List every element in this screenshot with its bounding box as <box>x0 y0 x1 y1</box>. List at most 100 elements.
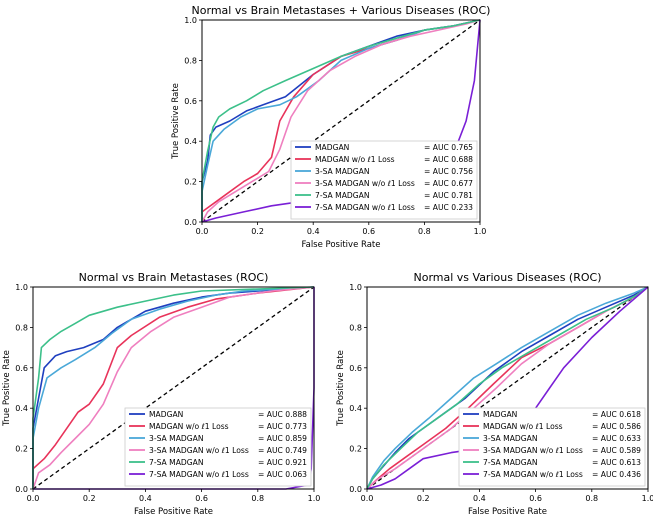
roc-line-sa3_wo_l1 <box>32 286 315 490</box>
x-axis-label: False Positive Rate <box>302 240 381 250</box>
legend: MADGAN = AUC 0.888 MADGAN w/o ℓ1 Loss = AUC… <box>124 407 312 487</box>
roc-line-sa3_wo_l1 <box>201 19 481 223</box>
chart-title: Normal vs Brain Metastases + Various Dis… <box>192 4 491 17</box>
legend-auc-sa3: = AUC 0.756 <box>424 167 473 176</box>
legend-auc-sa3: = AUC 0.859 <box>258 434 307 443</box>
legend-label-sa3: 3-SA MADGAN <box>483 434 538 443</box>
legend-auc-sa3_wo_l1: = AUC 0.749 <box>258 446 307 455</box>
y-tick-label: 0.6 <box>15 364 28 373</box>
x-tick-label: 0.0 <box>361 494 374 503</box>
legend-label-sa3: 3-SA MADGAN <box>149 434 204 443</box>
legend-auc-madgan_wo_l1: = AUC 0.773 <box>258 422 307 431</box>
chance-diagonal <box>32 286 315 490</box>
x-axis-label: False Positive Rate <box>134 507 213 517</box>
x-tick-label: 0.2 <box>251 227 264 236</box>
y-tick-label: 0.0 <box>184 218 197 227</box>
legend-auc-sa3_wo_l1: = AUC 0.589 <box>592 446 641 455</box>
plot-frame <box>201 19 481 223</box>
x-tick-label: 0.6 <box>195 494 208 503</box>
y-tick-label: 1.0 <box>184 16 197 25</box>
roc-line-sa3 <box>366 286 649 490</box>
chart-title: Normal vs Various Diseases (ROC) <box>413 271 601 284</box>
roc-line-sa7 <box>366 286 649 490</box>
chance-diagonal <box>201 19 481 223</box>
roc-line-sa3 <box>32 286 315 489</box>
y-axis-label: True Positive Rate <box>2 350 12 427</box>
roc-line-sa3 <box>201 19 481 222</box>
x-tick-label: 0.4 <box>473 494 486 503</box>
legend: MADGAN = AUC 0.618 MADGAN w/o ℓ1 Loss = AUC… <box>458 407 646 487</box>
legend-label-madgan: MADGAN <box>315 143 349 152</box>
y-tick-label: 1.0 <box>15 283 28 292</box>
legend-label-sa3_wo_l1: 3-SA MADGAN w/o ℓ1 Loss <box>149 446 249 455</box>
legend-auc-madgan_wo_l1: = AUC 0.688 <box>424 155 473 164</box>
y-tick-label: 0.8 <box>184 56 197 65</box>
legend-label-sa7_wo_l1: 7-SA MADGAN w/o ℓ1 Loss <box>315 203 415 212</box>
x-tick-label: 0.8 <box>251 494 264 503</box>
legend-auc-sa7_wo_l1: = AUC 0.233 <box>424 203 473 212</box>
y-tick-label: 0.2 <box>349 445 362 454</box>
roc-line-sa7 <box>201 19 481 222</box>
y-tick-label: 0.4 <box>15 404 28 413</box>
plot-frame <box>366 286 649 490</box>
y-tick-label: 0.4 <box>349 404 362 413</box>
x-tick-label: 0.4 <box>307 227 320 236</box>
legend-auc-sa7: = AUC 0.921 <box>258 458 307 467</box>
y-tick-label: 0.4 <box>184 137 197 146</box>
legend: MADGAN = AUC 0.765 MADGAN w/o ℓ1 Loss = AUC… <box>290 140 478 220</box>
legend-label-sa7_wo_l1: 7-SA MADGAN w/o ℓ1 Loss <box>149 470 249 479</box>
plot-frame <box>32 286 315 490</box>
y-axis-label: True Positive Rate <box>171 83 181 160</box>
y-tick-label: 0.0 <box>15 485 28 494</box>
legend-auc-sa3: = AUC 0.633 <box>592 434 641 443</box>
roc-panel-1: Normal vs Brain Metastases + Various Dis… <box>171 4 490 250</box>
legend-label-madgan_wo_l1: MADGAN w/o ℓ1 Loss <box>315 155 395 164</box>
y-tick-label: 0.2 <box>15 445 28 454</box>
x-tick-label: 0.8 <box>585 494 598 503</box>
roc-panel-3: Normal vs Various Diseases (ROC) 0.0 0.2 0.… <box>336 271 653 517</box>
x-tick-label: 0.8 <box>418 227 431 236</box>
roc-line-sa7 <box>32 286 315 489</box>
legend-auc-madgan_wo_l1: = AUC 0.586 <box>592 422 641 431</box>
legend-label-sa3: 3-SA MADGAN <box>315 167 370 176</box>
y-tick-label: 0.2 <box>184 178 197 187</box>
legend-auc-sa7_wo_l1: = AUC 0.063 <box>258 470 307 479</box>
y-tick-label: 0.0 <box>349 485 362 494</box>
x-tick-label: 0.2 <box>417 494 430 503</box>
x-tick-label: 0.6 <box>529 494 542 503</box>
legend-label-madgan_wo_l1: MADGAN w/o ℓ1 Loss <box>149 422 229 431</box>
roc-panel-2: Normal vs Brain Metastases (ROC) 0.0 0.2 0.… <box>2 271 320 517</box>
x-tick-label: 1.0 <box>308 494 321 503</box>
legend-box <box>124 407 312 487</box>
legend-box <box>290 140 478 220</box>
legend-auc-madgan: = AUC 0.888 <box>258 410 307 419</box>
legend-label-sa3_wo_l1: 3-SA MADGAN w/o ℓ1 Loss <box>315 179 415 188</box>
legend-auc-madgan: = AUC 0.618 <box>592 410 641 419</box>
legend-auc-sa3_wo_l1: = AUC 0.677 <box>424 179 473 188</box>
roc-line-sa3_wo_l1 <box>366 286 649 490</box>
y-tick-label: 1.0 <box>349 283 362 292</box>
x-tick-label: 0.4 <box>139 494 152 503</box>
legend-label-madgan_wo_l1: MADGAN w/o ℓ1 Loss <box>483 422 563 431</box>
y-axis-label: True Positive Rate <box>336 350 346 427</box>
legend-label-sa3_wo_l1: 3-SA MADGAN w/o ℓ1 Loss <box>483 446 583 455</box>
legend-auc-sa7_wo_l1: = AUC 0.436 <box>592 470 641 479</box>
x-tick-label: 1.0 <box>474 227 487 236</box>
x-axis-label: False Positive Rate <box>468 507 547 517</box>
legend-label-madgan: MADGAN <box>483 410 517 419</box>
x-tick-label: 0.0 <box>27 494 40 503</box>
y-tick-label: 0.6 <box>184 97 197 106</box>
legend-label-sa7: 7-SA MADGAN <box>149 458 204 467</box>
legend-auc-sa7: = AUC 0.781 <box>424 191 473 200</box>
x-tick-label: 0.6 <box>362 227 375 236</box>
y-tick-label: 0.8 <box>15 323 28 332</box>
x-tick-label: 0.0 <box>196 227 209 236</box>
legend-label-sa7: 7-SA MADGAN <box>315 191 370 200</box>
chart-title: Normal vs Brain Metastases (ROC) <box>79 271 269 284</box>
x-tick-label: 0.2 <box>83 494 96 503</box>
legend-label-madgan: MADGAN <box>149 410 183 419</box>
y-tick-label: 0.6 <box>349 364 362 373</box>
legend-auc-madgan: = AUC 0.765 <box>424 143 473 152</box>
